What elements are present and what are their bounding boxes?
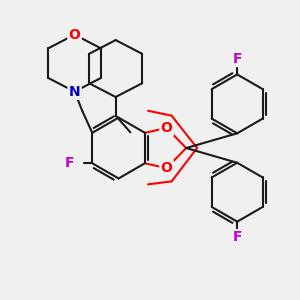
Text: O: O [160, 161, 172, 175]
Text: F: F [232, 230, 242, 244]
Text: F: F [232, 52, 242, 66]
Text: O: O [69, 28, 80, 42]
Text: O: O [160, 121, 172, 135]
Text: F: F [65, 156, 75, 170]
Text: N: N [69, 85, 80, 99]
